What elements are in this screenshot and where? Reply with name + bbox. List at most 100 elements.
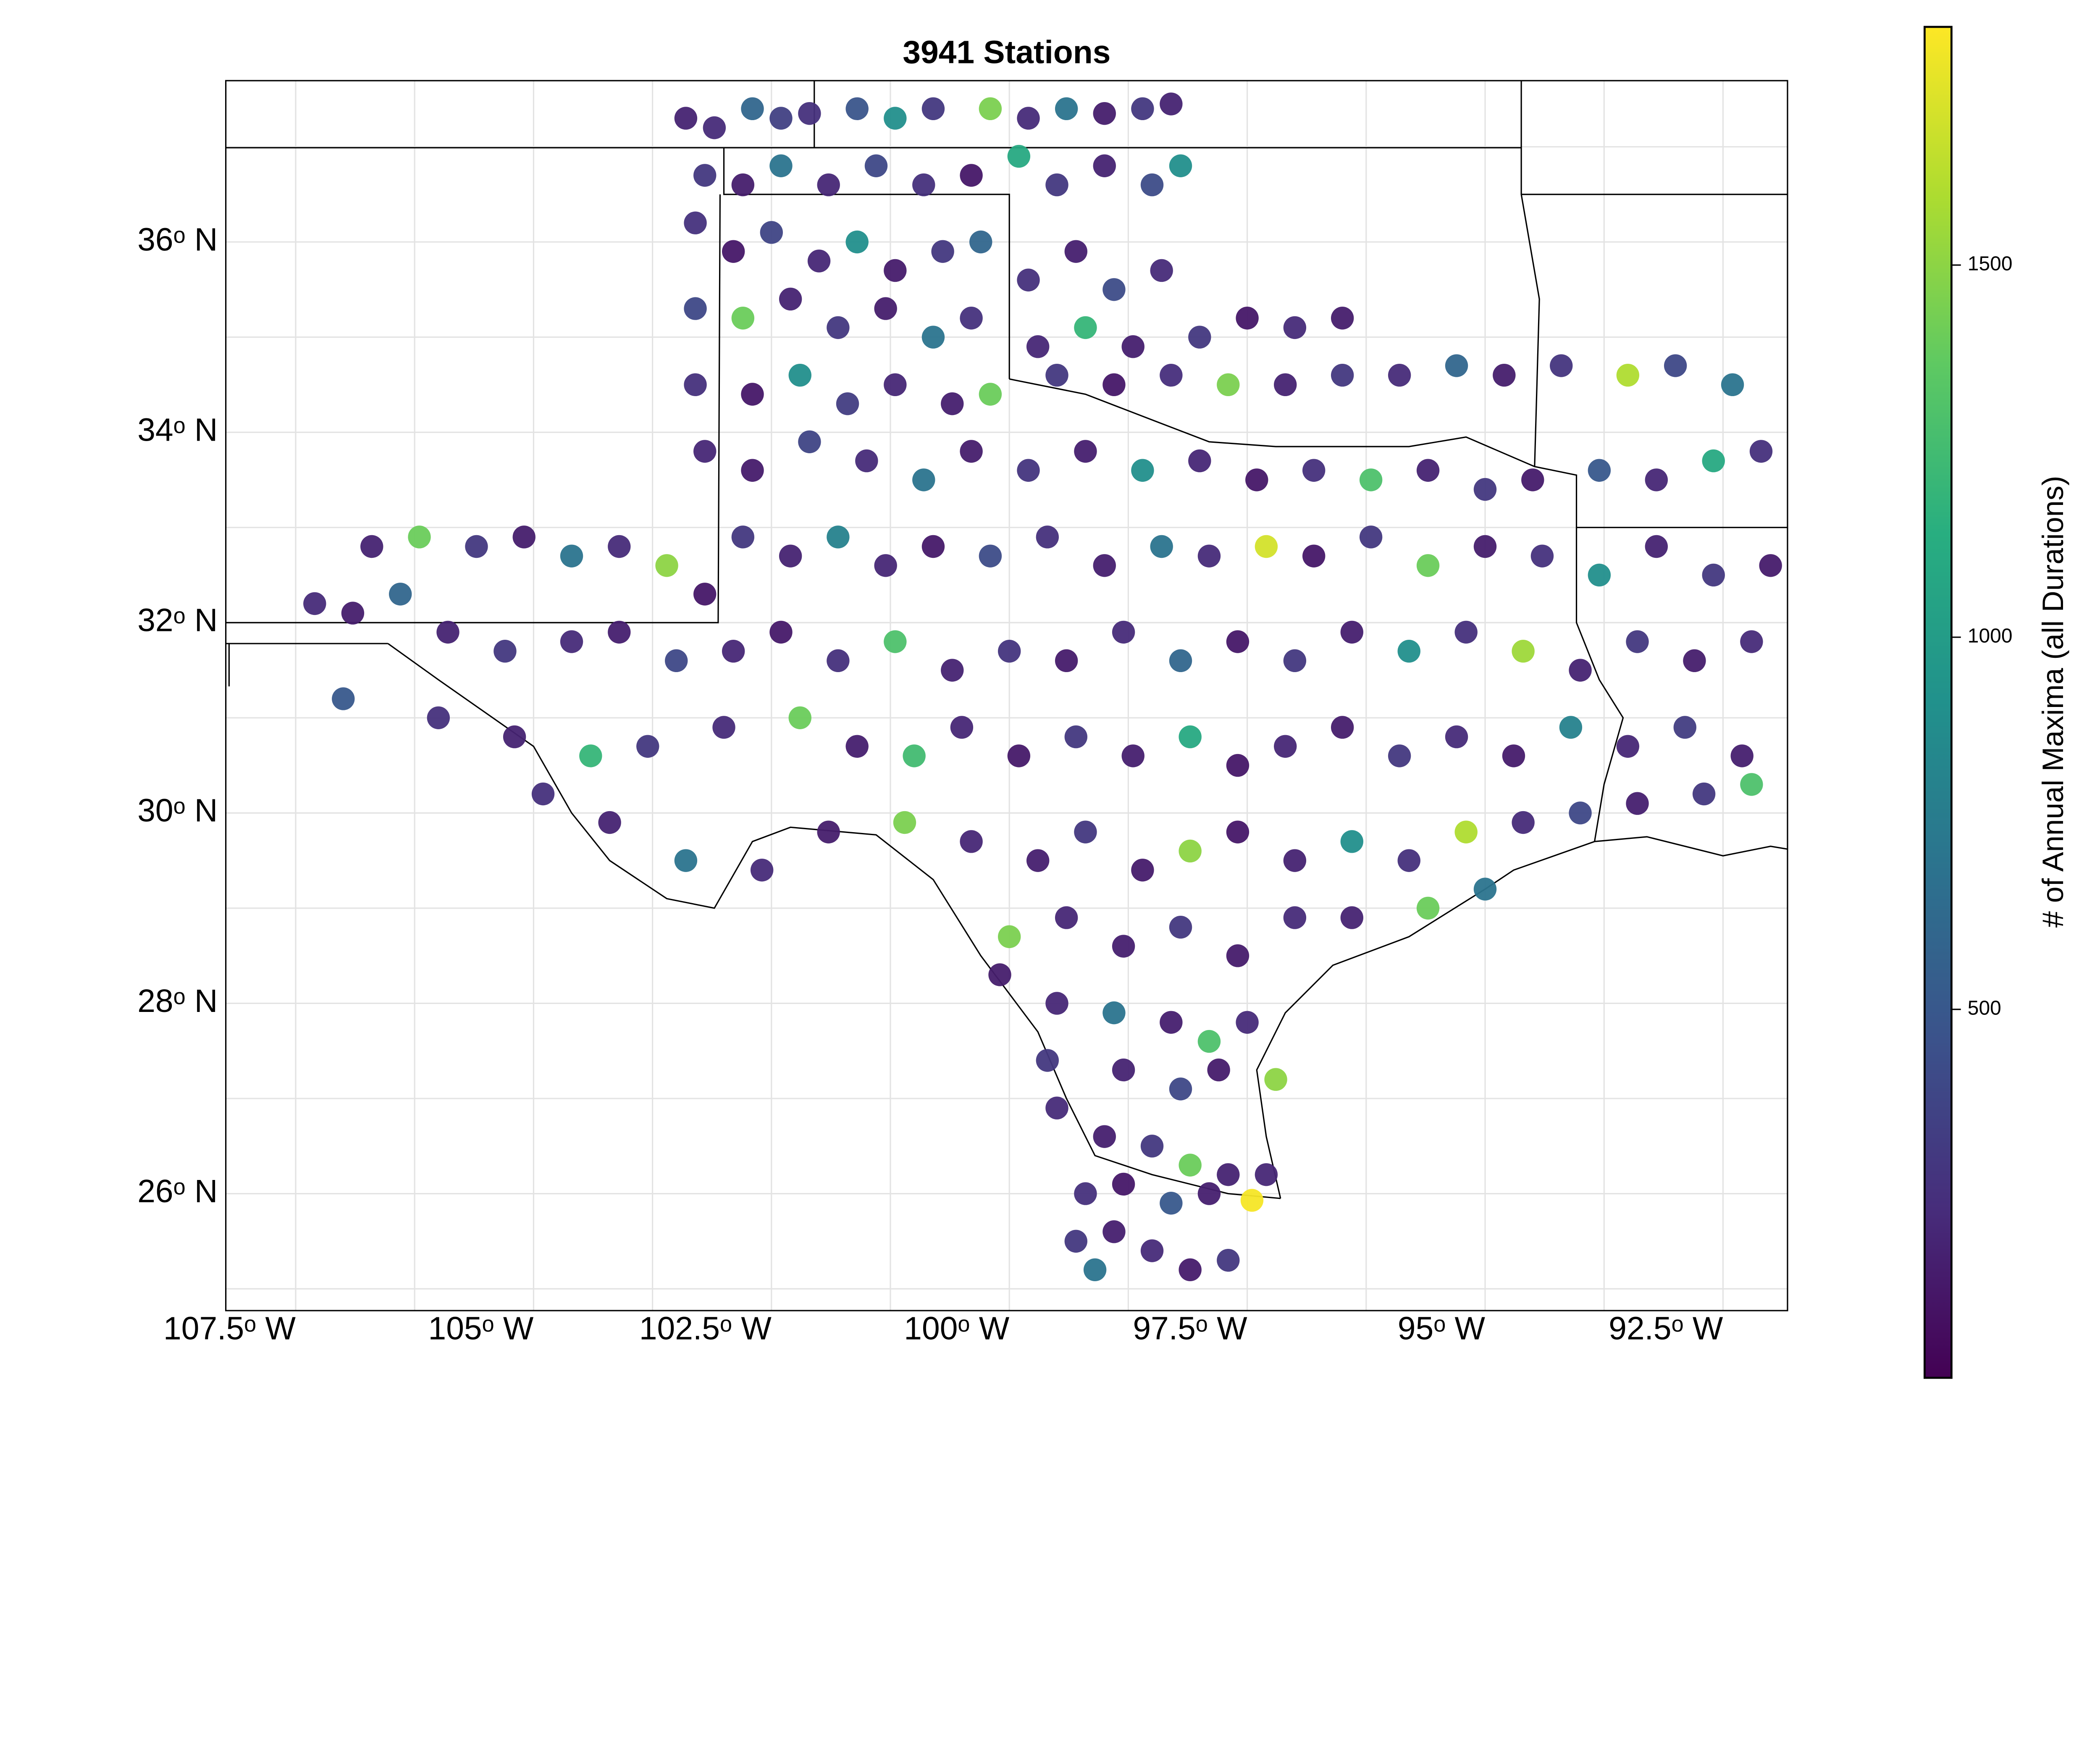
station-point	[1160, 363, 1183, 387]
station-point	[1226, 820, 1250, 843]
station-point	[741, 97, 764, 121]
y-tick-label: 36ᵒ N	[137, 221, 218, 258]
x-tick-label: 100ᵒ W	[904, 1310, 1009, 1346]
station-point	[1150, 535, 1173, 558]
station-point	[1569, 659, 1592, 682]
station-point	[1121, 744, 1144, 767]
station-point	[674, 107, 698, 130]
station-point	[1331, 363, 1354, 387]
station-point	[1473, 535, 1497, 558]
station-point	[1102, 1220, 1126, 1243]
station-point	[598, 811, 621, 834]
y-axis-ticks: 36ᵒ N 34ᵒ N 32ᵒ N 30ᵒ N 28ᵒ N 26ᵒ N	[137, 221, 218, 1209]
station-point	[931, 240, 954, 263]
station-point	[1131, 459, 1154, 482]
x-tick-label: 95ᵒ W	[1398, 1310, 1486, 1346]
station-point	[1702, 449, 1725, 473]
station-point	[998, 640, 1021, 663]
station-point	[921, 535, 945, 558]
station-point	[874, 297, 897, 320]
station-point	[1683, 649, 1706, 673]
station-point	[1121, 335, 1144, 358]
station-point	[1045, 1096, 1068, 1119]
station-point	[408, 526, 431, 549]
station-point	[1169, 1077, 1192, 1101]
station-point	[1017, 268, 1040, 292]
station-point	[855, 449, 878, 473]
station-point	[1569, 801, 1592, 825]
station-point	[1093, 554, 1116, 577]
station-point	[1359, 468, 1383, 491]
station-point	[1645, 468, 1668, 491]
station-point	[827, 649, 850, 673]
station-point	[1388, 363, 1411, 387]
station-point	[950, 716, 974, 739]
colorbar-ticks: 500 1000 1500	[1951, 253, 2013, 1020]
station-point	[332, 687, 355, 710]
y-tick-label: 32ᵒ N	[137, 602, 218, 639]
station-point	[1197, 1182, 1221, 1205]
station-point	[1454, 820, 1478, 843]
station-point	[1017, 459, 1040, 482]
station-point	[1664, 354, 1687, 377]
station-point	[1055, 649, 1078, 673]
station-point	[531, 782, 555, 806]
station-point	[1036, 1049, 1059, 1072]
station-point	[1283, 849, 1307, 872]
station-point	[1255, 535, 1278, 558]
station-point	[1616, 363, 1640, 387]
station-point	[1140, 1135, 1164, 1158]
station-point	[1550, 354, 1573, 377]
station-point	[988, 963, 1011, 986]
station-point	[1740, 773, 1763, 796]
station-point	[1274, 735, 1297, 758]
station-point	[893, 811, 916, 834]
station-point	[845, 735, 869, 758]
station-point	[1074, 1182, 1097, 1205]
boundary-line	[387, 643, 1281, 1199]
station-point	[836, 392, 859, 415]
station-point	[960, 164, 983, 187]
station-point	[1045, 363, 1068, 387]
station-point	[1302, 544, 1326, 568]
station-point	[1197, 1030, 1221, 1053]
station-point	[560, 544, 583, 568]
station-point	[903, 744, 926, 767]
station-point	[1416, 896, 1440, 920]
station-point	[1064, 1230, 1087, 1253]
station-point	[1112, 1172, 1135, 1196]
station-point	[1064, 725, 1087, 749]
station-point	[1645, 535, 1668, 558]
station-point	[693, 164, 717, 187]
station-point	[1207, 1058, 1230, 1082]
station-point	[1588, 459, 1611, 482]
station-point	[845, 97, 869, 121]
station-point	[1007, 145, 1031, 168]
station-point	[1160, 1192, 1183, 1215]
station-point	[1559, 716, 1583, 739]
station-point	[1188, 449, 1211, 473]
station-point	[1055, 906, 1078, 929]
station-point	[1245, 468, 1268, 491]
station-point	[1179, 1258, 1202, 1282]
station-point	[979, 383, 1002, 406]
station-point	[1454, 620, 1478, 644]
station-point	[608, 535, 631, 558]
station-point	[1388, 744, 1411, 767]
station-point	[1283, 316, 1307, 339]
station-point	[845, 230, 869, 254]
colorbar-label: # of Annual Maxima (all Durations)	[2036, 476, 2069, 928]
plot-frame	[225, 80, 1788, 1311]
station-point	[788, 363, 811, 387]
station-point	[998, 925, 1021, 949]
station-point	[1226, 944, 1250, 967]
station-point	[360, 535, 383, 558]
station-point	[827, 316, 850, 339]
station-point	[1331, 307, 1354, 330]
station-point	[1226, 630, 1250, 653]
chart-title: 3941 Stations	[903, 34, 1110, 70]
station-point	[1673, 716, 1696, 739]
station-point	[465, 535, 488, 558]
station-point	[1036, 526, 1059, 549]
station-point	[1093, 1125, 1116, 1148]
